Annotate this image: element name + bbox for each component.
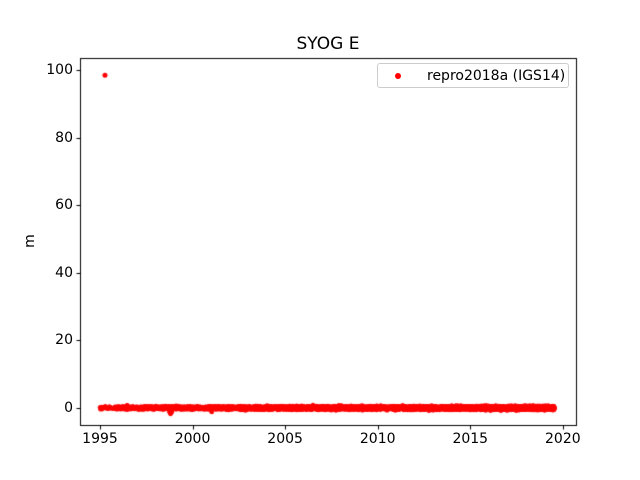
- y-tick-label: 0: [64, 399, 73, 416]
- legend-marker-dot-icon: [395, 72, 401, 79]
- legend: repro2018a (IGS14): [377, 63, 569, 88]
- y-tick-label: 40: [55, 264, 73, 281]
- x-tick-label: 2005: [267, 431, 303, 447]
- chart-title: SYOG E: [296, 34, 360, 54]
- y-tick-label: 80: [55, 129, 73, 146]
- y-tick-label: 100: [46, 62, 73, 79]
- x-tick-label: 2020: [545, 431, 581, 447]
- x-tick-label: 2015: [452, 431, 489, 447]
- y-tick-label: 60: [55, 197, 73, 214]
- y-tick-label: 20: [55, 332, 73, 349]
- legend-entry-label: repro2018a (IGS14): [427, 67, 566, 84]
- x-tick-label: 2010: [359, 431, 396, 447]
- x-tick-label: 1995: [82, 431, 118, 447]
- y-axis-label: m: [22, 234, 38, 248]
- x-tick-label: 2000: [174, 431, 211, 447]
